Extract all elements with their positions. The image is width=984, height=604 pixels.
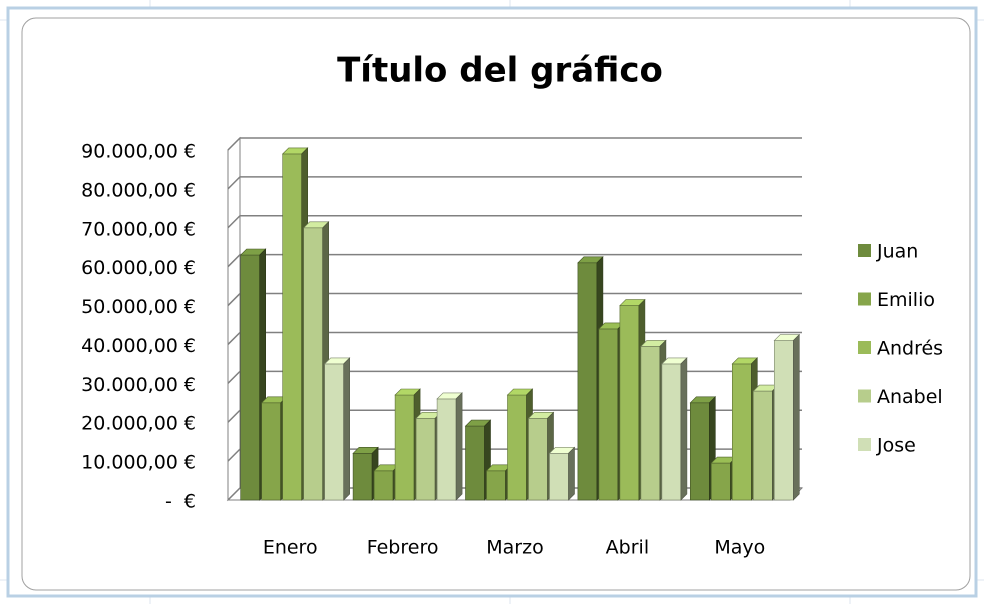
legend-swatch <box>858 292 871 306</box>
y-tick-label: 50.000,00 € <box>81 296 196 318</box>
bar-front <box>598 328 619 501</box>
bar-side <box>680 357 688 501</box>
legend-label: Jose <box>876 435 916 457</box>
legend-label: Emilio <box>877 289 935 311</box>
legend-label: Juan <box>876 241 918 263</box>
y-tick-label: 80.000,00 € <box>81 179 196 201</box>
bar-front <box>352 453 373 501</box>
y-tick-label: - € <box>165 491 196 513</box>
bar-front <box>261 402 282 501</box>
x-tick-label: Marzo <box>486 537 543 559</box>
bar-front <box>303 227 324 501</box>
bar <box>661 357 688 501</box>
grid-line <box>227 215 802 229</box>
bar-side <box>343 357 350 501</box>
x-tick-label: Abril <box>606 537 649 559</box>
bar-front <box>465 425 485 501</box>
x-tick-label: Mayo <box>714 537 765 559</box>
legend-swatch <box>858 438 871 451</box>
y-tick-label: 70.000,00 € <box>81 218 196 240</box>
legend-label: Andrés <box>877 338 943 360</box>
bar-front <box>415 418 436 501</box>
bar-front <box>577 262 598 501</box>
bar-front <box>486 470 506 501</box>
bar-front <box>752 390 773 501</box>
bar-front <box>507 394 527 501</box>
bar-front <box>731 363 752 501</box>
legend-label: Anabel <box>877 386 943 408</box>
grid-line <box>227 137 802 151</box>
y-tick-label: 30.000,00 € <box>81 374 196 396</box>
y-tick-label: 90.000,00 € <box>81 141 196 163</box>
bar-front <box>373 470 394 501</box>
bar-front <box>240 254 260 501</box>
legend-swatch <box>858 244 871 257</box>
bar-side <box>568 446 575 501</box>
bar-front <box>394 394 415 501</box>
legend-swatch <box>858 341 871 354</box>
bar <box>239 248 267 501</box>
bar-side <box>793 333 800 501</box>
bar-front <box>528 418 548 501</box>
x-tick-label: Febrero <box>367 537 439 559</box>
bar-front <box>436 398 457 501</box>
bar <box>773 333 801 501</box>
bar <box>548 446 576 501</box>
grid-line <box>227 292 802 307</box>
bar-side <box>455 392 463 501</box>
bar <box>323 357 351 501</box>
bar-front <box>710 462 731 501</box>
bar-front <box>282 153 303 501</box>
y-tick-label: 40.000,00 € <box>81 335 196 357</box>
bar-front <box>324 363 345 501</box>
y-tick-label: 20.000,00 € <box>81 413 196 435</box>
bar-front <box>640 346 661 501</box>
side-wall <box>227 136 241 502</box>
chart-title: Título del gráfico <box>337 51 663 91</box>
grid-line <box>227 253 802 268</box>
bar <box>436 392 463 501</box>
y-tick-label: 10.000,00 € <box>81 452 196 474</box>
x-tick-label: Enero <box>263 537 318 559</box>
bar-front <box>549 453 569 501</box>
bar-front <box>689 402 710 501</box>
bar-front <box>661 363 682 501</box>
bar-front <box>619 305 640 501</box>
bar-front <box>773 340 794 501</box>
y-tick-label: 60.000,00 € <box>81 257 196 279</box>
grid-line <box>227 176 802 190</box>
legend-swatch <box>858 389 871 403</box>
